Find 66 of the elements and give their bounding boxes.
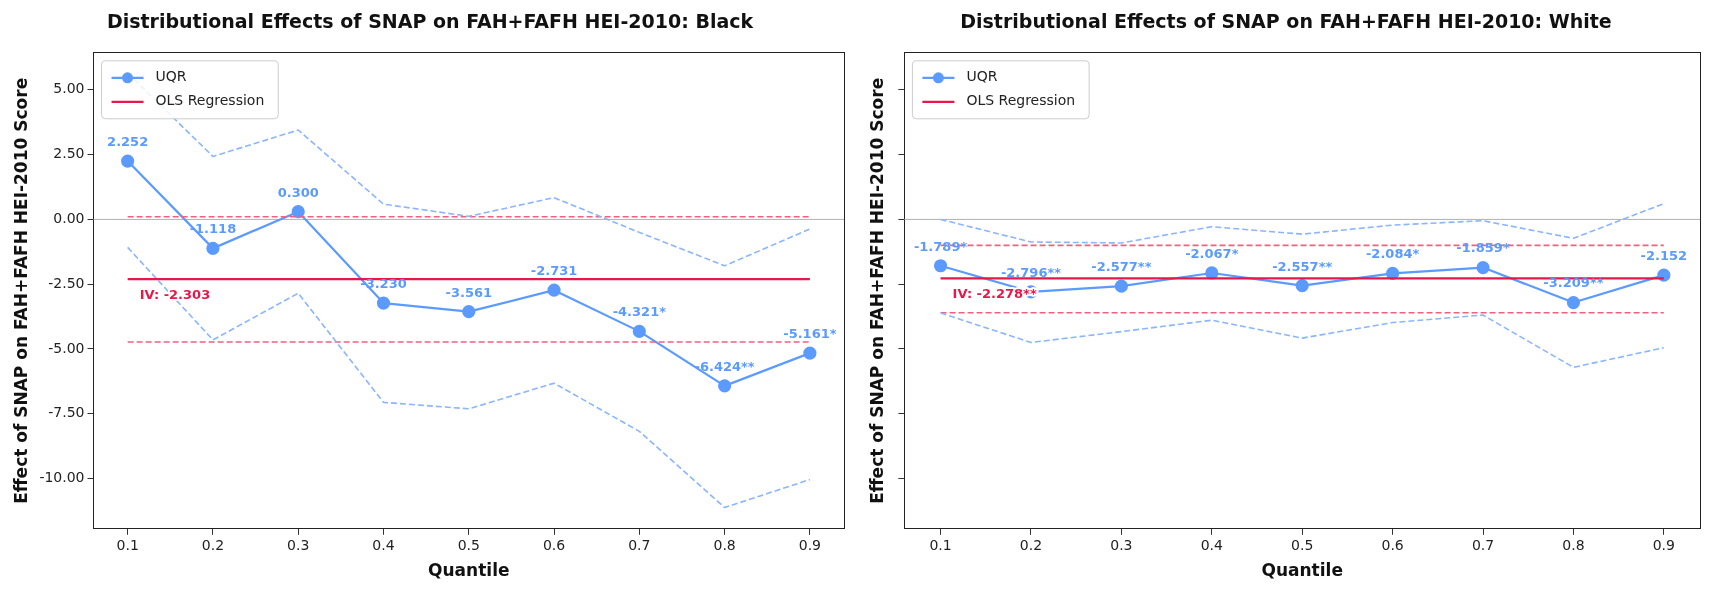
x-tick-label: 0.7 [628,536,651,553]
legend-label: UQR [966,68,998,85]
chart-title: Distributional Effects of SNAP on FAH+FAFH HEI-2010: White [960,10,1612,33]
x-tick-label: 0.6 [542,536,566,553]
data-label: -6.424** [694,358,755,374]
chart-title: Distributional Effects of SNAP on FAH+FAFH HEI-2010: Black [106,10,754,33]
x-axis-title: Quantile [428,560,510,581]
data-label: -1.789* [913,238,968,254]
x-tick-label: 0.2 [201,536,225,553]
data-label: -2.577** [1091,259,1152,275]
x-axis-title: Quantile [1261,560,1343,581]
data-label: -3.209** [1543,275,1604,291]
point [1566,295,1581,310]
point [291,205,305,219]
annotation: IV: -2.303 [139,286,211,302]
data-label: 2.252 [107,133,149,149]
x-tick-label: 0.2 [1019,536,1043,553]
x-tick-label: 0.1 [116,536,139,553]
x-tick-label: 0.8 [713,536,736,553]
legend-label: OLS Regression [966,92,1076,109]
point [462,305,476,319]
y-tick-label: 0.00 [53,210,85,227]
y-tick-label: 5.00 [53,80,85,97]
x-tick-label: 0.6 [1381,536,1404,553]
data-label: -2.731 [530,263,578,279]
x-tick-label: 0.3 [287,536,310,553]
data-label: -2.557** [1272,258,1333,274]
legend-label: UQR [155,68,187,85]
data-label: 0.300 [277,184,319,200]
point [547,283,561,297]
point [206,241,220,255]
x-tick-label: 0.7 [1471,536,1495,553]
data-label: -1.859* [1456,240,1510,256]
y-axis-title: Effect of SNAP on FAH+FAFH HEI-2010 Score [10,77,31,504]
point [1295,279,1309,293]
legend-label: OLS Regression [155,92,265,109]
y-tick-label: -2.50 [48,274,85,291]
point [933,259,948,273]
point [121,154,135,168]
x-tick-label: 0.4 [1200,536,1224,553]
data-label: -2.796** [1000,264,1062,280]
point [1476,260,1490,275]
y-tick-label: 2.50 [53,145,85,162]
point [718,379,732,393]
x-tick-label: 0.4 [372,536,395,553]
x-tick-label: 0.5 [1291,536,1314,553]
x-tick-label: 0.8 [1562,536,1585,553]
x-tick-label: 0.9 [1652,536,1675,553]
data-label: -2.067* [1185,245,1239,261]
y-tick-label: -10.00 [39,469,85,486]
y-axis-title: Effect of SNAP on FAH+FAFH HEI-2010 Score [866,77,887,504]
data-label: -2.152 [1640,248,1688,264]
data-label: -3.561 [445,284,493,300]
data-label: -2.084* [1365,246,1420,262]
point [1114,279,1128,293]
point [803,346,817,360]
data-label: -5.161* [783,326,837,342]
point [376,296,391,310]
data-label: -4.321* [612,304,667,320]
x-tick-label: 0.5 [457,536,480,553]
y-tick-label: -7.50 [48,404,85,421]
point [632,324,646,338]
x-tick-label: 0.3 [1110,536,1133,553]
x-tick-label: 0.9 [798,536,822,553]
x-tick-label: 0.1 [929,536,952,553]
y-tick-label: -5.00 [48,339,85,356]
